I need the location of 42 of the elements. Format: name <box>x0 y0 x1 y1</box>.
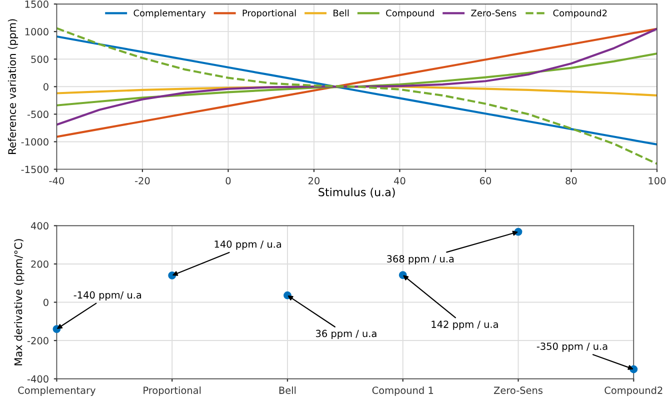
y-tick-label: 0 <box>44 83 48 90</box>
annotation: -350 ppm / u.a <box>536 342 608 352</box>
y-tick-label: -400 <box>27 375 48 383</box>
legend-label: Complementary <box>134 9 206 18</box>
annotation: 368 ppm / u.a <box>387 255 454 264</box>
y-tick-label: 1000 <box>25 28 48 36</box>
x-tick-label: 60 <box>480 177 492 184</box>
annotation: 36 ppm / u.a <box>316 330 376 340</box>
x-tick-label: Proportional <box>144 386 201 396</box>
y-axis-title: Max derivative (ppm/°C) <box>14 239 24 366</box>
y-tick-label: 1500 <box>25 0 48 8</box>
y-tick-label: 0 <box>44 298 48 306</box>
x-tick-label: 40 <box>394 177 406 184</box>
x-tick-label: Compound2 <box>604 386 662 396</box>
x-axis-title: Stimulus (u.a) <box>318 188 395 198</box>
x-tick-label: Compound 1 <box>372 386 434 396</box>
annotation: 140 ppm / u.a <box>214 240 281 250</box>
y-axis-title: Reference variation (ppm) <box>8 19 18 154</box>
annotation: -140 ppm/ u.a <box>74 291 142 301</box>
x-tick-label: 100 <box>648 177 666 184</box>
legend-label: Compound <box>386 9 434 18</box>
legend-label: Bell <box>334 9 349 16</box>
x-tick-label: Zero-Sens <box>494 386 543 394</box>
y-tick-label: 400 <box>30 222 48 230</box>
x-tick-label: 0 <box>226 177 231 184</box>
y-tick-label: -1500 <box>21 166 48 174</box>
legend-label: Proportional <box>242 9 296 18</box>
x-tick-label: -40 <box>49 177 64 184</box>
y-tick-label: -200 <box>27 337 48 344</box>
y-tick-label: 500 <box>31 56 48 63</box>
legend-label: Compound2 <box>553 9 607 18</box>
y-tick-label: -500 <box>27 110 48 118</box>
x-tick-label: 80 <box>566 177 577 184</box>
x-tick-label: -20 <box>134 177 150 184</box>
y-tick-label: -1000 <box>21 138 48 146</box>
x-tick-label: 20 <box>308 177 320 184</box>
y-tick-label: 200 <box>31 260 48 268</box>
line-series <box>56 27 657 165</box>
annotation: 142 ppm / u.a <box>432 320 498 330</box>
x-tick-label: Bell <box>279 386 296 394</box>
x-tick-label: Complementary <box>18 386 96 396</box>
legend-label: Zero-Sens <box>471 10 516 16</box>
